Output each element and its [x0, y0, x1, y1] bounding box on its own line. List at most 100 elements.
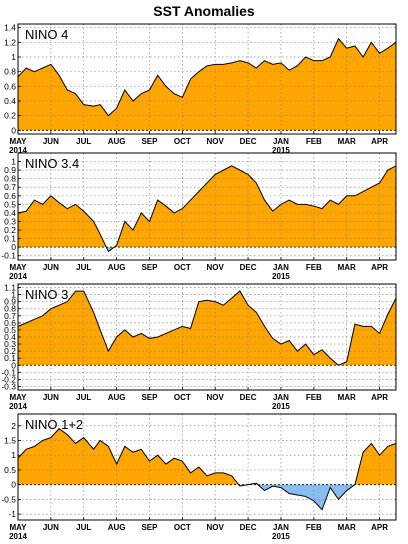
y-tick-label: 2 — [11, 421, 16, 431]
anomaly-series-line — [18, 290, 396, 366]
y-tick-label: 1.1 — [4, 283, 16, 293]
x-tick-label: JUL — [76, 263, 91, 272]
x-tick-label: MAY — [9, 263, 27, 272]
x-tick-label: FEB — [306, 523, 322, 532]
x-tick-label: JAN — [273, 393, 289, 402]
y-tick-label: 1.4 — [4, 23, 16, 33]
positive-anomaly-area — [18, 165, 396, 248]
y-tick-label: 0.1 — [4, 234, 16, 244]
y-tick-label: 0.7 — [4, 182, 16, 192]
x-year-label: 2014 — [9, 272, 27, 281]
y-tick-label: 1 — [11, 157, 16, 167]
y-tick-label: 0.2 — [4, 111, 16, 121]
x-tick-label: JUL — [76, 393, 91, 402]
x-tick-label: JUN — [43, 393, 59, 402]
x-tick-label: MAR — [338, 137, 356, 146]
panel-label: NINO 3 — [25, 287, 68, 302]
y-tick-label: 0.9 — [4, 297, 16, 307]
y-tick-label: 0.8 — [4, 174, 16, 184]
x-tick-label: AUG — [108, 263, 126, 272]
x-tick-label: JUL — [76, 523, 91, 532]
x-tick-label: MAY — [9, 137, 27, 146]
x-year-label: 2014 — [9, 402, 27, 411]
x-tick-label: APR — [371, 393, 388, 402]
positive-anomaly-area — [18, 38, 396, 131]
positive-anomaly-area — [18, 291, 396, 366]
x-tick-label: MAR — [338, 393, 356, 402]
x-tick-label: APR — [371, 137, 388, 146]
y-tick-label: -0.1 — [1, 251, 16, 261]
x-tick-label: FEB — [306, 393, 322, 402]
y-tick-label: 0.2 — [4, 346, 16, 356]
x-tick-label: SEP — [141, 523, 158, 532]
y-tick-label: 0.9 — [4, 165, 16, 175]
y-tick-label: -0.3 — [1, 381, 16, 391]
y-tick-label: 0.5 — [4, 325, 16, 335]
panel-label: NINO 1+2 — [25, 417, 83, 432]
y-tick-label: 0 — [11, 242, 16, 252]
negative-anomaly-area — [18, 484, 396, 510]
x-year-label: 2015 — [272, 272, 290, 281]
plot-frame — [17, 152, 397, 261]
y-tick-label: -0.2 — [1, 374, 16, 384]
y-tick-label: 0.4 — [4, 332, 16, 342]
y-tick-label: 1.5 — [4, 436, 16, 446]
x-tick-label: MAR — [338, 263, 356, 272]
x-tick-label: FEB — [306, 263, 322, 272]
y-tick-label: 0.6 — [4, 191, 16, 201]
y-tick-label: -1 — [8, 509, 16, 519]
chart-panel-2: -0.100.10.20.30.40.50.60.70.80.91 MAY2014… — [1, 152, 397, 281]
y-tick-label: -0.5 — [1, 494, 16, 504]
y-tick-label: 0.2 — [4, 225, 16, 235]
y-tick-label: 0 — [11, 360, 16, 370]
x-tick-label: DEC — [240, 137, 257, 146]
page-title: SST Anomalies — [153, 3, 255, 19]
y-tick-label: 0.7 — [4, 311, 16, 321]
y-tick-label: 0 — [11, 125, 16, 135]
x-tick-label: OCT — [174, 393, 191, 402]
y-tick-label: 0 — [11, 480, 16, 490]
x-tick-label: MAY — [9, 393, 27, 402]
x-tick-label: JAN — [273, 523, 289, 532]
x-tick-label: JAN — [273, 263, 289, 272]
anomaly-series-line — [18, 428, 396, 511]
panel-label: NINO 4 — [25, 27, 68, 42]
x-tick-label: JAN — [273, 137, 289, 146]
x-tick-label: MAR — [338, 523, 356, 532]
y-tick-label: 0.4 — [4, 96, 16, 106]
anomaly-series-line — [18, 37, 396, 117]
x-tick-label: JUN — [43, 263, 59, 272]
x-year-label: 2015 — [272, 532, 290, 541]
plot-frame — [17, 23, 397, 135]
x-year-label: 2014 — [9, 532, 27, 541]
x-tick-label: AUG — [108, 523, 126, 532]
x-tick-label: SEP — [141, 263, 158, 272]
panel-label: NINO 3.4 — [25, 156, 79, 171]
plot-frame — [17, 413, 397, 521]
y-tick-label: 0.8 — [4, 67, 16, 77]
x-tick-label: DEC — [240, 393, 257, 402]
x-tick-label: FEB — [306, 137, 322, 146]
x-tick-label: SEP — [141, 393, 158, 402]
x-tick-label: APR — [371, 523, 388, 532]
x-tick-label: NOV — [207, 137, 225, 146]
y-tick-label: -0.1 — [1, 367, 16, 377]
x-tick-label: NOV — [207, 263, 225, 272]
y-tick-label: 0.6 — [4, 81, 16, 91]
x-year-label: 2014 — [9, 146, 27, 155]
x-tick-label: MAY — [9, 523, 27, 532]
y-tick-label: 0.4 — [4, 208, 16, 218]
y-tick-label: 0.6 — [4, 318, 16, 328]
y-tick-label: 1 — [11, 450, 16, 460]
chart-panel-3: -0.3-0.2-0.100.10.20.30.40.50.60.70.80.9… — [1, 283, 397, 411]
x-tick-label: JUN — [43, 137, 59, 146]
x-tick-label: DEC — [240, 263, 257, 272]
x-year-label: 2015 — [272, 402, 290, 411]
y-tick-label: 1.2 — [4, 37, 16, 47]
y-tick-label: 0.5 — [4, 199, 16, 209]
x-tick-label: NOV — [207, 523, 225, 532]
x-tick-label: JUN — [43, 523, 59, 532]
x-tick-label: OCT — [174, 263, 191, 272]
